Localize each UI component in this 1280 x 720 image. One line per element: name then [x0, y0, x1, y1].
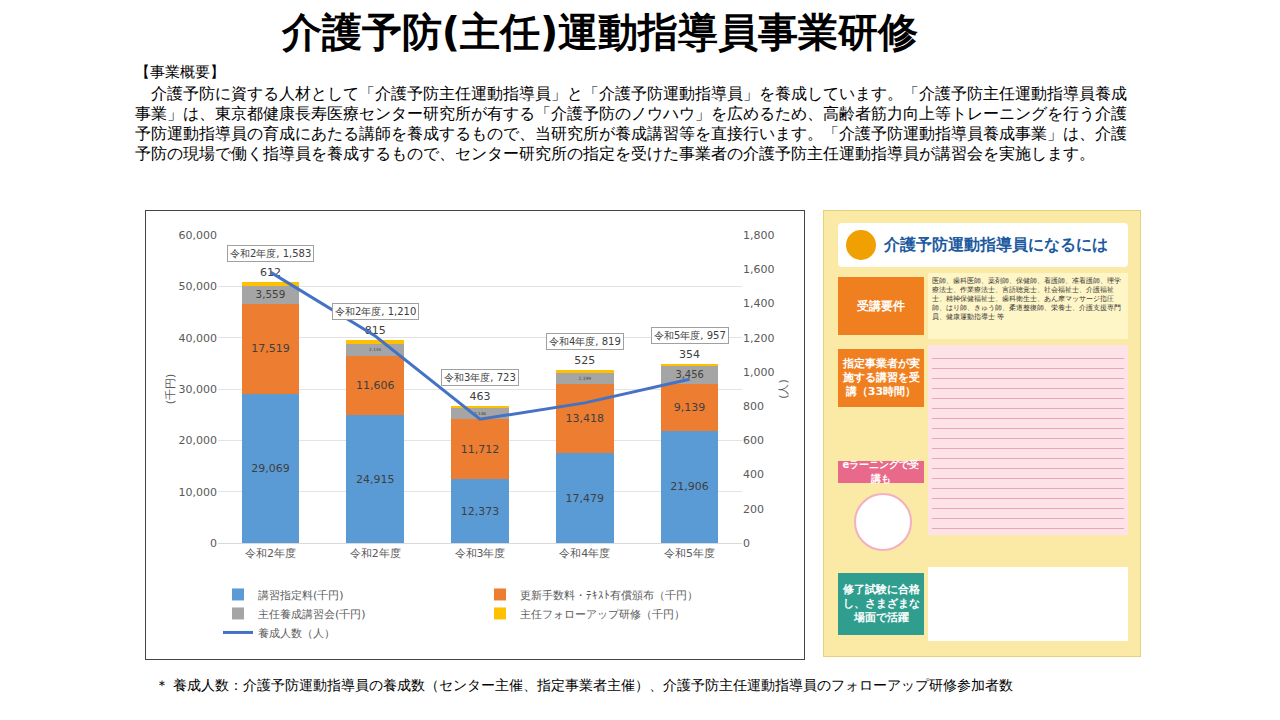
svg-text:1,600: 1,600 — [743, 263, 775, 276]
svg-text:9,139: 9,139 — [674, 401, 706, 414]
svg-text:24,915: 24,915 — [356, 473, 395, 486]
svg-text:400: 400 — [743, 468, 764, 481]
svg-text:800: 800 — [743, 400, 764, 413]
svg-text:(千円): (千円) — [164, 374, 177, 405]
svg-text:令和5年度: 令和5年度 — [664, 547, 715, 560]
svg-text:13,418: 13,418 — [566, 412, 605, 425]
svg-text:20,000: 20,000 — [179, 434, 218, 447]
svg-text:講習指定料(千円): 講習指定料(千円) — [258, 589, 344, 602]
svg-text:10,000: 10,000 — [179, 486, 218, 499]
html-text:修了試験に合格し、さまざまな場面で活躍: 修了試験に合格し、さまざまな場面で活躍 — [842, 583, 920, 624]
svg-text:3,559: 3,559 — [256, 288, 286, 300]
svg-text:0: 0 — [210, 537, 217, 550]
svg-text:2,146: 2,146 — [474, 411, 486, 416]
svg-text:令和5年度, 957: 令和5年度, 957 — [654, 330, 726, 341]
svg-text:1,800: 1,800 — [743, 229, 775, 242]
svg-text:30,000: 30,000 — [179, 383, 218, 396]
svg-text:40,000: 40,000 — [179, 332, 218, 345]
html-text:介護予防運動指導員になるには: 介護予防運動指導員になるには — [884, 234, 1108, 254]
svg-text:600: 600 — [743, 434, 764, 447]
html-text:介護予防(主任)運動指導員事業研修: 介護予防(主任)運動指導員事業研修 — [281, 9, 919, 55]
svg-text:2,199: 2,199 — [578, 376, 591, 381]
svg-text:200: 200 — [743, 503, 764, 516]
svg-text:612: 612 — [260, 266, 281, 279]
svg-text:更新手数料・ﾃｷｽﾄ有償頒布（千円）: 更新手数料・ﾃｷｽﾄ有償頒布（千円） — [520, 589, 698, 602]
svg-text:1,400: 1,400 — [743, 297, 775, 310]
svg-text:令和2年度: 令和2年度 — [350, 547, 401, 560]
svg-text:12,373: 12,373 — [461, 505, 500, 518]
svg-text:11,712: 11,712 — [461, 443, 500, 456]
svg-text:令和4年度, 819: 令和4年度, 819 — [549, 336, 621, 347]
svg-text:令和2年度: 令和2年度 — [245, 547, 296, 560]
svg-text:3,456: 3,456 — [675, 369, 703, 380]
svg-text:2,155: 2,155 — [369, 347, 382, 352]
svg-text:0: 0 — [743, 537, 750, 550]
svg-text:養成人数（人）: 養成人数（人） — [258, 627, 335, 640]
svg-text:1,000: 1,000 — [743, 366, 775, 379]
html-text:【事業概要】: 【事業概要】 — [135, 63, 225, 81]
html-text:医師、歯科医師、薬剤師、保健師、看護師、准看護師、理学療法士: 医師、歯科医師、薬剤師、保健師、看護師、准看護師、理学療法士、作業療法士、言語聴… — [932, 277, 1121, 321]
svg-text:29,069: 29,069 — [251, 462, 290, 475]
svg-text:令和3年度: 令和3年度 — [455, 547, 506, 560]
svg-text:17,479: 17,479 — [566, 492, 605, 505]
svg-text:463: 463 — [470, 390, 491, 403]
svg-text:815: 815 — [365, 324, 386, 337]
html-text:介護予防に資する人材として「介護予防主任運動指導員」と「介護: 介護予防に資する人材として「介護予防主任運動指導員」と「介護予防運動指導員」を養… — [135, 85, 1127, 163]
svg-text:354: 354 — [679, 348, 700, 361]
svg-text:主任フォローアップ研修（千円）: 主任フォローアップ研修（千円） — [520, 608, 685, 621]
svg-text:令和3年度, 723: 令和3年度, 723 — [444, 372, 516, 383]
svg-text:令和2年度, 1,210: 令和2年度, 1,210 — [335, 306, 416, 317]
html-text:＊ 養成人数：介護予防運動指導員の養成数（センター主催、指定: ＊ 養成人数：介護予防運動指導員の養成数（センター主催、指定事業者主催）、介護予… — [155, 677, 1014, 693]
svg-text:令和4年度: 令和4年度 — [559, 547, 610, 560]
svg-text:(人): (人) — [777, 379, 790, 399]
svg-text:主任養成講習会(千円): 主任養成講習会(千円) — [258, 608, 366, 621]
svg-text:11,606: 11,606 — [356, 379, 395, 392]
svg-text:60,000: 60,000 — [179, 229, 218, 242]
html-text:eラーニングで受講も: eラーニングで受講も — [842, 459, 920, 484]
svg-text:50,000: 50,000 — [179, 280, 218, 293]
svg-text:17,519: 17,519 — [251, 342, 290, 355]
html-text:受講要件: 受講要件 — [857, 299, 905, 313]
svg-text:令和2年度, 1,583: 令和2年度, 1,583 — [230, 248, 311, 259]
svg-text:21,906: 21,906 — [670, 480, 709, 493]
html-text:指定事業者が実施する講習を受講（33時間）: 指定事業者が実施する講習を受講（33時間） — [842, 357, 920, 398]
svg-text:1,200: 1,200 — [743, 332, 775, 345]
svg-text:525: 525 — [574, 354, 595, 367]
